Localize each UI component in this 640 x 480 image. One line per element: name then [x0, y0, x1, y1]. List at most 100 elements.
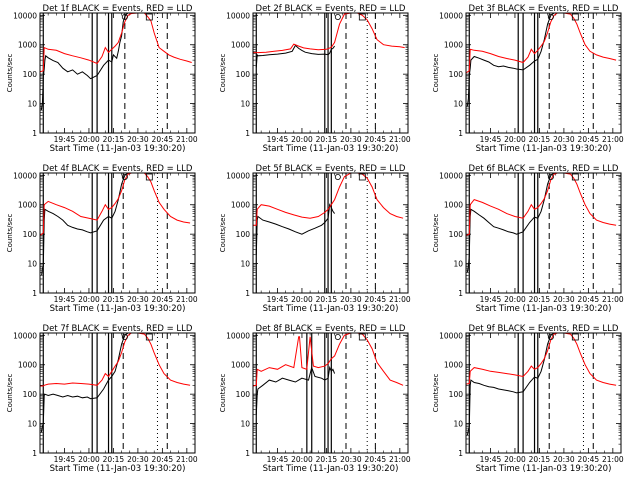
y-tick-label: 1000	[231, 201, 250, 210]
panel-5: Det 5f BLACK = Events, RED = LLD 1 10 100 10…	[219, 164, 411, 314]
panel-title: Det 4f BLACK = Events, RED = LLD	[43, 164, 193, 174]
lld-line	[40, 333, 191, 387]
box-marker	[358, 333, 366, 341]
events-line	[466, 333, 555, 436]
events-line	[466, 173, 555, 273]
y-axis-label: Counts/sec	[6, 374, 14, 413]
x-tick-label: 20:45	[152, 455, 174, 464]
x-tick-label: 19:45	[480, 455, 502, 464]
peak-marker	[334, 13, 341, 20]
y-tick-label: 10	[27, 260, 37, 269]
plot-frame	[39, 332, 196, 454]
y-tick-label: 100	[449, 70, 464, 79]
peak-marker	[121, 333, 128, 340]
y-tick-label: 1	[32, 449, 37, 458]
y-tick-label: 1000	[18, 41, 37, 50]
x-tick-label: 20:15	[103, 295, 125, 304]
box-marker	[145, 173, 153, 181]
panel-title: Det 9f BLACK = Events, RED = LLD	[469, 324, 619, 334]
y-tick-label: 10	[27, 100, 37, 109]
box-marker	[571, 13, 579, 21]
y-tick-label: 1000	[231, 361, 250, 370]
x-tick-label: 19:45	[267, 295, 289, 304]
y-tick-label: 10	[240, 100, 250, 109]
x-tick-label: 20:00	[504, 135, 526, 144]
lld-line	[253, 13, 405, 54]
y-tick-label: 10000	[226, 331, 250, 340]
y-tick-label: 10000	[13, 171, 37, 180]
x-tick-label: 19:45	[54, 295, 76, 304]
y-tick-label: 100	[23, 70, 38, 79]
lld-line	[466, 173, 617, 236]
x-tick-label: 20:45	[365, 295, 387, 304]
x-tick-label: 20:00	[78, 295, 100, 304]
x-tick-label: 21:00	[602, 135, 624, 144]
y-tick-label: 100	[23, 390, 38, 399]
lld-line	[40, 173, 191, 236]
box-marker	[571, 333, 579, 341]
x-axis-label: Start Time (11-Jan-03 19:30:20)	[50, 464, 186, 474]
x-tick-label: 20:30	[127, 295, 149, 304]
y-axis-label: Counts/sec	[432, 214, 440, 253]
plot-frame	[252, 12, 409, 134]
x-tick-label: 19:45	[54, 135, 76, 144]
panel-7: Det 7f BLACK = Events, RED = LLD 1 10 100 10…	[6, 324, 198, 474]
events-line	[40, 333, 129, 433]
x-tick-label: 20:30	[127, 135, 149, 144]
x-tick-label: 20:45	[578, 295, 600, 304]
events-line	[40, 13, 129, 111]
x-tick-label: 21:00	[389, 455, 411, 464]
box-marker	[145, 333, 153, 341]
panel-title: Det 8f BLACK = Events, RED = LLD	[256, 324, 406, 334]
y-axis-label: Counts/sec	[219, 214, 227, 253]
y-tick-label: 10	[240, 420, 250, 429]
x-tick-label: 21:00	[176, 295, 198, 304]
y-tick-label: 100	[236, 390, 251, 399]
x-tick-label: 20:45	[365, 455, 387, 464]
x-tick-label: 20:45	[578, 455, 600, 464]
x-axis-label: Start Time (11-Jan-03 19:30:20)	[476, 304, 612, 314]
plot-frame	[465, 172, 622, 294]
x-tick-label: 21:00	[602, 455, 624, 464]
x-tick-label: 19:45	[54, 455, 76, 464]
x-tick-label: 20:45	[578, 135, 600, 144]
box-marker	[571, 173, 579, 181]
y-axis-label: Counts/sec	[219, 374, 227, 413]
x-tick-label: 20:15	[316, 135, 338, 144]
panel-3: Det 3f BLACK = Events, RED = LLD 1 10 100 10…	[432, 4, 624, 154]
x-tick-label: 20:00	[291, 135, 313, 144]
x-tick-label: 20:15	[316, 295, 338, 304]
x-tick-label: 19:45	[267, 455, 289, 464]
x-tick-label: 20:45	[152, 135, 174, 144]
box-marker	[358, 13, 366, 21]
x-tick-label: 20:30	[553, 135, 575, 144]
peak-marker	[334, 333, 341, 340]
y-tick-label: 10000	[439, 331, 463, 340]
x-tick-label: 20:00	[291, 295, 313, 304]
y-tick-label: 100	[236, 70, 251, 79]
lld-line	[253, 333, 404, 387]
x-tick-label: 20:45	[152, 295, 174, 304]
panel-title: Det 5f BLACK = Events, RED = LLD	[256, 164, 406, 174]
events-line	[255, 365, 336, 415]
box-marker	[145, 13, 153, 21]
y-tick-label: 10	[453, 420, 463, 429]
y-tick-label: 100	[449, 390, 464, 399]
x-axis-label: Start Time (11-Jan-03 19:30:20)	[263, 464, 399, 474]
x-tick-label: 20:30	[340, 135, 362, 144]
y-axis-label: Counts/sec	[6, 54, 14, 93]
y-tick-label: 1000	[444, 201, 463, 210]
panel-6: Det 6f BLACK = Events, RED = LLD 1 10 100 10…	[432, 164, 624, 314]
x-tick-label: 21:00	[389, 295, 411, 304]
y-tick-label: 10000	[13, 331, 37, 340]
x-axis-label: Start Time (11-Jan-03 19:30:20)	[476, 464, 612, 474]
x-tick-label: 21:00	[176, 455, 198, 464]
x-tick-label: 19:45	[267, 135, 289, 144]
y-tick-label: 1	[32, 129, 37, 138]
x-tick-label: 20:15	[529, 135, 551, 144]
plot-frame	[39, 172, 196, 294]
panel-title: Det 6f BLACK = Events, RED = LLD	[469, 164, 619, 174]
x-tick-label: 20:00	[504, 455, 526, 464]
y-tick-label: 10000	[13, 11, 37, 20]
